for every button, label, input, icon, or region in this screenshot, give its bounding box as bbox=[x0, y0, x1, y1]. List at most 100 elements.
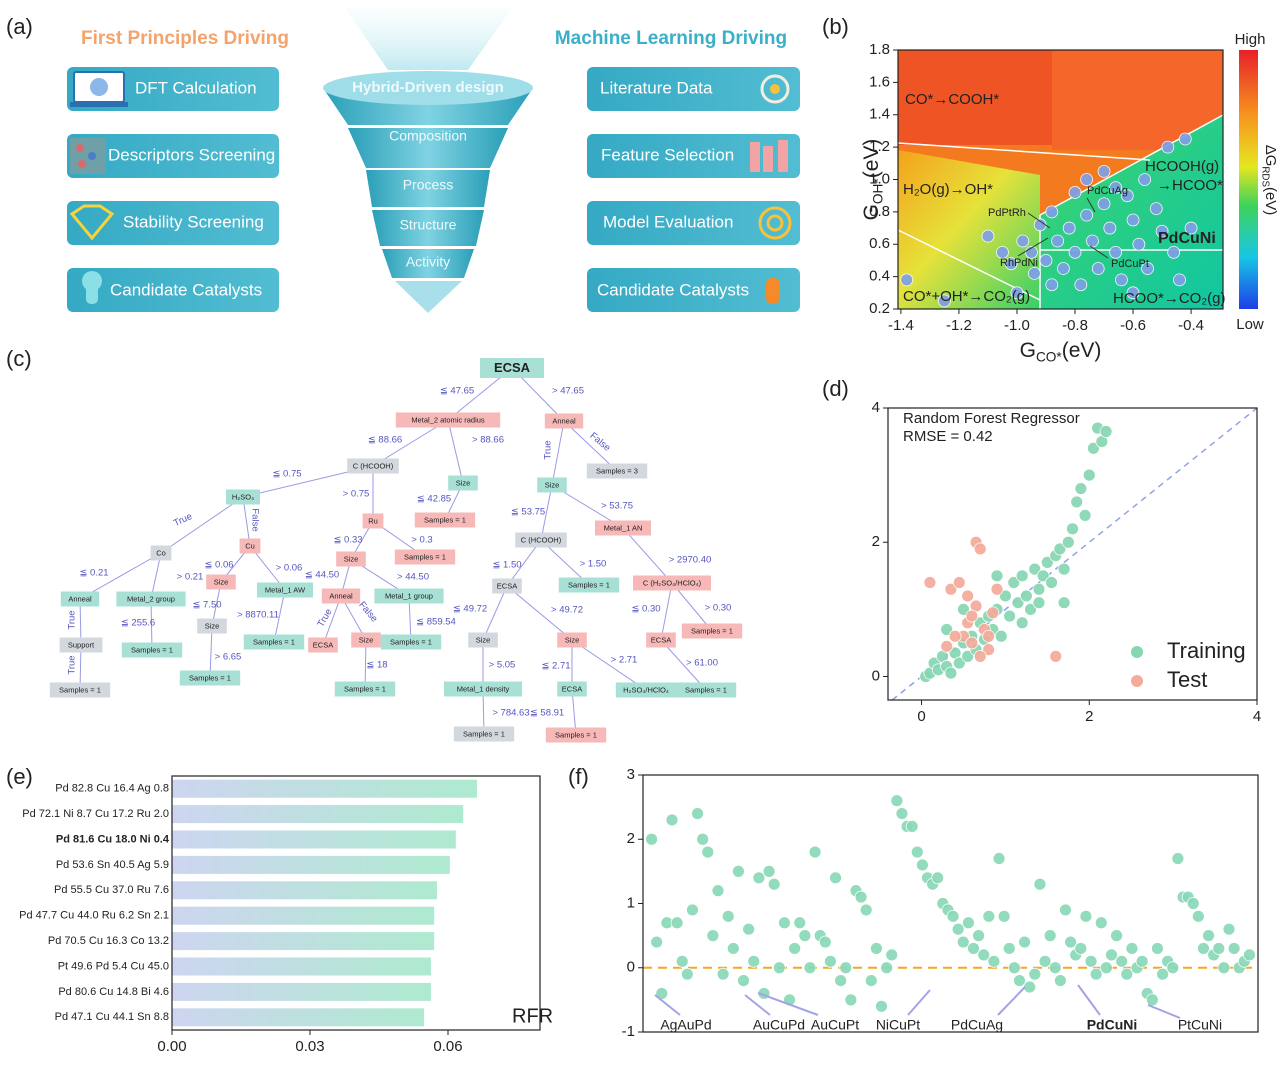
point bbox=[1149, 202, 1163, 216]
tree-node-label: Metal_1 AN bbox=[604, 523, 643, 532]
edge-label: ≦ 2.71 bbox=[541, 661, 570, 672]
tree-node-label: Size bbox=[565, 635, 580, 644]
tree-node-label: Metal_1 group bbox=[385, 591, 433, 600]
point bbox=[1061, 535, 1075, 549]
point bbox=[1156, 967, 1169, 981]
funnel bbox=[323, 8, 533, 313]
point bbox=[1120, 189, 1134, 203]
x-tick-label: 0.06 bbox=[433, 1038, 462, 1055]
axis-label-sub: RDS bbox=[1260, 166, 1271, 187]
heat-region bbox=[898, 50, 1052, 145]
annotation: AgAuPd bbox=[660, 1017, 711, 1033]
point bbox=[1109, 245, 1123, 259]
point bbox=[992, 852, 1006, 865]
tree-node bbox=[444, 681, 522, 697]
tree-edge bbox=[209, 625, 213, 679]
tree-node-label: ECSA bbox=[313, 640, 333, 649]
point bbox=[956, 935, 970, 949]
edge-label: > 5.05 bbox=[489, 660, 516, 671]
tree-node bbox=[239, 538, 261, 554]
tree-edge bbox=[408, 595, 412, 643]
heat-region bbox=[1040, 115, 1223, 309]
point bbox=[854, 890, 868, 904]
point bbox=[1062, 221, 1076, 235]
point bbox=[1028, 562, 1042, 576]
tree-node bbox=[468, 632, 498, 648]
tree-node-label: Samples = 1 bbox=[568, 580, 610, 589]
tree-node bbox=[633, 575, 711, 591]
tree-node-label: H₂SO₄ bbox=[232, 492, 254, 501]
point bbox=[885, 948, 899, 962]
point bbox=[1191, 909, 1205, 923]
point bbox=[675, 954, 689, 968]
point bbox=[1028, 967, 1042, 981]
point bbox=[1097, 165, 1111, 178]
step-text: Candidate Catalysts bbox=[110, 280, 262, 299]
point bbox=[737, 974, 750, 987]
tree-edge bbox=[150, 552, 162, 600]
annotation: RFR bbox=[512, 1005, 553, 1027]
point bbox=[1045, 205, 1059, 219]
tree-node-label: Samples = 1 bbox=[555, 730, 597, 739]
point bbox=[987, 954, 1001, 968]
axis-label-sub: CO* bbox=[1036, 349, 1062, 364]
tree-node bbox=[334, 681, 396, 697]
point bbox=[1109, 181, 1123, 194]
step-text: Descriptors Screening bbox=[108, 145, 275, 164]
point bbox=[742, 922, 756, 936]
point bbox=[1074, 942, 1088, 955]
tree-node-label: Metal_2 group bbox=[127, 594, 175, 603]
plot-frame bbox=[887, 407, 1258, 701]
tree-node bbox=[615, 682, 677, 698]
point bbox=[982, 909, 996, 923]
tree-node-label: ECSA bbox=[562, 684, 582, 693]
bar bbox=[172, 932, 435, 951]
point bbox=[686, 903, 699, 917]
point bbox=[829, 871, 842, 885]
edge-label: True bbox=[543, 440, 554, 459]
edge-label: True bbox=[315, 607, 334, 629]
edge-label: ≦ 0.21 bbox=[79, 568, 108, 579]
tree-node bbox=[395, 412, 501, 428]
point bbox=[1115, 954, 1129, 968]
edge-label: ≦ 255.6 bbox=[121, 618, 155, 629]
x-tick-label: -0.6 bbox=[1120, 317, 1146, 334]
edge-label: > 61.00 bbox=[686, 658, 718, 669]
tree-node-label: ECSA bbox=[497, 581, 517, 590]
tree-node bbox=[60, 591, 100, 607]
tree-node bbox=[537, 477, 567, 493]
bar bbox=[172, 779, 477, 798]
tree-node bbox=[226, 489, 260, 505]
point bbox=[990, 582, 1004, 596]
point bbox=[808, 845, 822, 859]
point bbox=[875, 999, 888, 1013]
point bbox=[952, 656, 966, 670]
point bbox=[1212, 942, 1226, 955]
edge-label: ≦ 42.85 bbox=[417, 494, 451, 505]
point bbox=[1057, 596, 1071, 610]
tree-node-label: Samples = 3 bbox=[596, 466, 638, 475]
category-label: Pd 53.6 Sn 40.5 Ag 5.9 bbox=[56, 859, 169, 871]
point bbox=[1184, 221, 1198, 235]
edge-label: True bbox=[172, 511, 194, 529]
tree-node bbox=[595, 520, 651, 536]
point bbox=[952, 576, 966, 589]
point bbox=[940, 639, 954, 653]
point bbox=[1032, 582, 1046, 596]
point bbox=[1053, 542, 1067, 556]
tree-node bbox=[557, 681, 587, 697]
edge-label: ≦ 49.72 bbox=[453, 604, 487, 615]
tree-node bbox=[675, 682, 737, 698]
point bbox=[1016, 234, 1030, 248]
axis-label-sub: OH* bbox=[870, 178, 885, 204]
tree-node bbox=[374, 588, 444, 604]
edge-label: ≦ 0.06 bbox=[204, 560, 233, 571]
tree-node bbox=[557, 632, 587, 648]
tree-node bbox=[116, 591, 186, 607]
point bbox=[1120, 967, 1134, 981]
y-tick-label: 1.2 bbox=[869, 138, 890, 155]
category-label: Pd 80.6 Cu 14.8 Bi 4.6 bbox=[58, 986, 169, 998]
pointer-arrow bbox=[654, 994, 681, 1016]
tree-node bbox=[206, 574, 236, 590]
x-tick-label: 0 bbox=[917, 708, 925, 725]
